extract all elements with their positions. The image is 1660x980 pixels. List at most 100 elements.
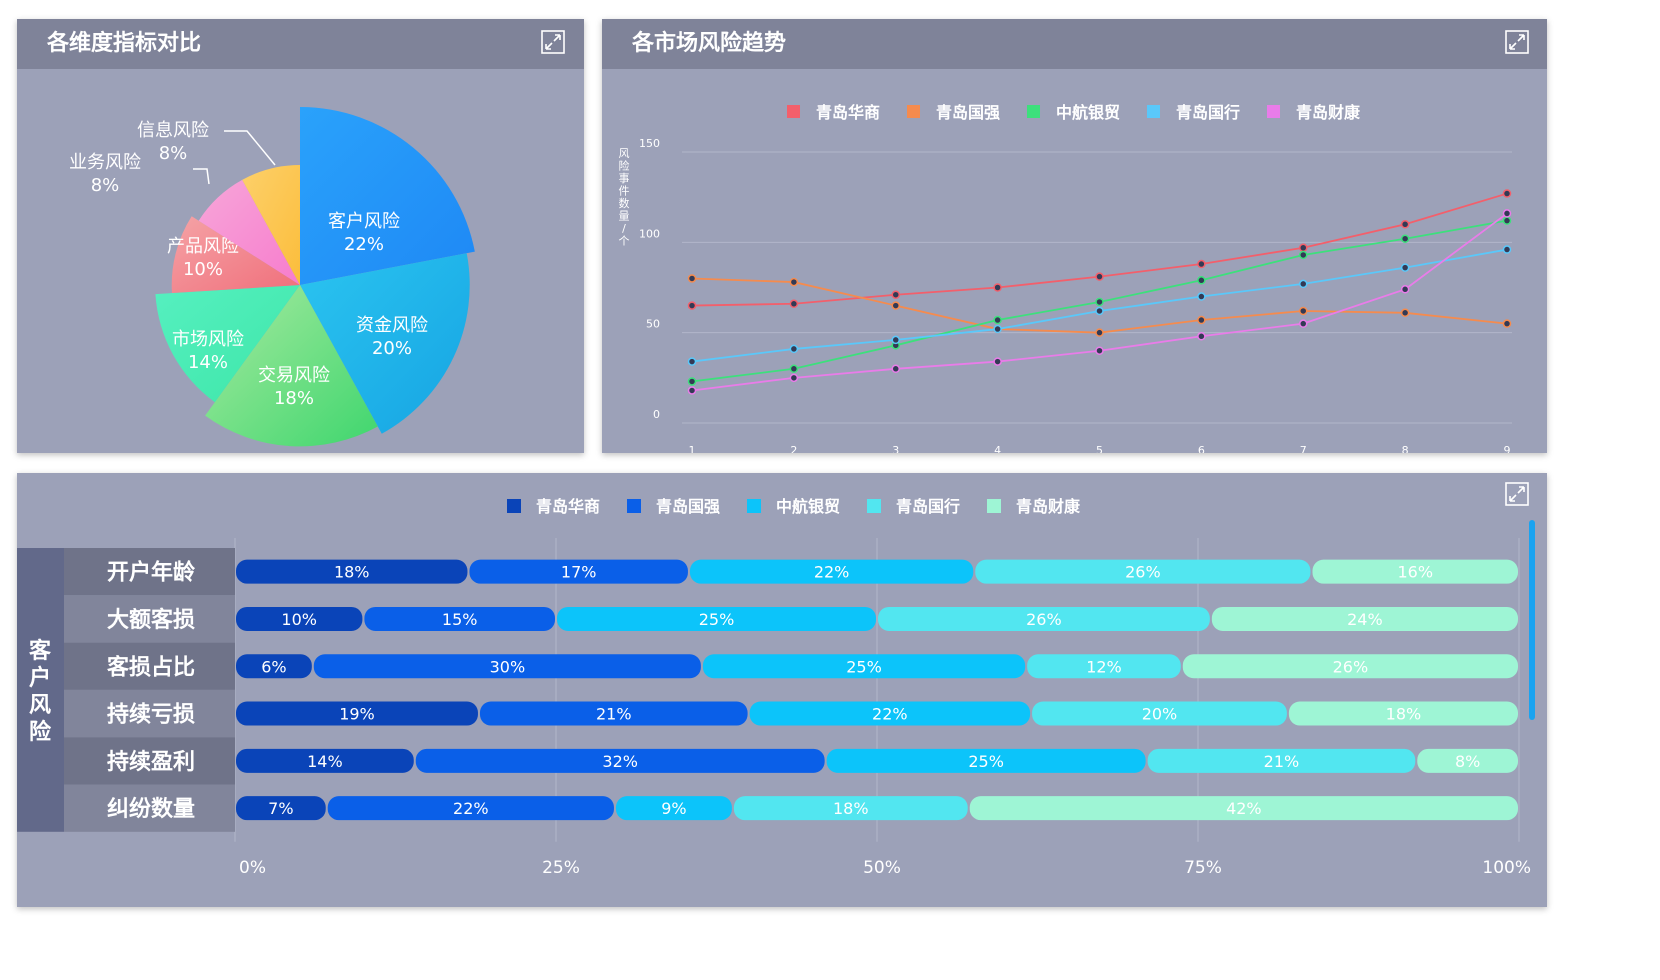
data-point (687, 301, 697, 310)
leader-line (224, 130, 276, 166)
pie-slice-label: 产品风险 (167, 236, 239, 257)
bar-value-label: 26% (1333, 657, 1369, 676)
group-label-char: 风 (29, 693, 51, 718)
data-point (687, 386, 697, 395)
y-axis-label-char: 风 (619, 147, 630, 160)
row-label: 大额客损 (107, 607, 195, 633)
data-point (1502, 189, 1512, 198)
pie-slice-label: 资金风险 (356, 315, 428, 336)
data-point (789, 373, 799, 383)
y-axis-label-char: 个 (619, 235, 630, 248)
data-point (687, 377, 697, 386)
data-point (891, 335, 900, 345)
bar-panel: 青岛华商 青岛国强 中航银贸 青岛国行 青岛财康客户风险 开户年龄 18% 17% 22% 26%… (17, 473, 1547, 907)
data-point (687, 357, 697, 366)
row-label-cell (64, 737, 235, 785)
line-panel: 各市场风险趋势 青岛华商 青岛国强 中航银贸 青岛国行 青岛财康 0 50 100 150 风险事… (602, 19, 1547, 453)
bar-segment (1288, 701, 1518, 726)
pie-slice-label: 信息风险 (137, 120, 209, 141)
x-tick-label: 100% (1482, 858, 1531, 878)
x-tick-label: 50% (863, 858, 901, 878)
data-point (1502, 209, 1512, 218)
x-tick-label: 5 (1096, 444, 1103, 453)
y-axis-label-char: 数 (619, 197, 630, 210)
pie-slice (300, 253, 470, 434)
legend-label: 青岛财康 (1296, 103, 1361, 122)
bar-segment (615, 796, 732, 821)
pie-slice-label: 交易风险 (258, 365, 330, 386)
bar-value-label: 25% (968, 752, 1004, 771)
bar-segment (236, 559, 468, 584)
pie-slice-value: 8% (159, 143, 188, 164)
x-tick-label: 75% (1184, 858, 1222, 878)
data-point (891, 290, 900, 299)
bar-value-label: 8% (1455, 752, 1480, 771)
expand-icon[interactable] (1505, 30, 1529, 54)
data-point (1502, 216, 1512, 225)
bar-segment (313, 654, 701, 679)
scrollbar-thumb[interactable] (1529, 520, 1535, 720)
data-point (1299, 319, 1308, 328)
bar-segment (1312, 559, 1518, 584)
data-point (891, 301, 900, 310)
x-tick-label: 0% (239, 858, 266, 878)
group-label-char: 客 (29, 638, 52, 664)
data-point (1197, 315, 1206, 325)
bar-segment (236, 606, 363, 631)
data-point (1502, 319, 1512, 328)
y-axis-label-char: 量 (619, 210, 630, 223)
bar-segment (1182, 654, 1518, 679)
row-label: 持续盈利 (107, 749, 195, 775)
bar-value-label: 18% (833, 799, 869, 818)
bar-value-label: 16% (1397, 563, 1433, 582)
data-point (1197, 259, 1206, 269)
pie-slice-value: 22% (344, 234, 384, 255)
pie-slice-label: 客户风险 (328, 211, 400, 232)
y-tick-label: 100 (639, 227, 660, 240)
bar-segment (733, 796, 968, 821)
data-point (1299, 243, 1308, 253)
pie-slice (205, 285, 378, 447)
y-axis-label-char: / (622, 222, 626, 235)
bar-segment (236, 748, 414, 773)
bar-value-label: 32% (602, 752, 638, 771)
bar-segment (826, 748, 1146, 773)
bar-segment (878, 606, 1210, 631)
data-point (993, 315, 1002, 325)
bar-segment (469, 559, 688, 584)
leader-line (193, 168, 210, 185)
bar-segment (327, 796, 614, 821)
bar-value-label: 19% (339, 705, 375, 724)
bar-value-label: 25% (699, 610, 735, 629)
row-label: 持续亏损 (107, 702, 195, 728)
data-point (1400, 308, 1410, 318)
data-point (1095, 306, 1104, 316)
pie-slice (155, 285, 300, 403)
data-point (1299, 250, 1308, 260)
group-label-char: 户 (29, 665, 51, 691)
bar-value-label: 24% (1347, 610, 1383, 629)
group-label-char: 险 (29, 719, 52, 745)
bar-segment (1027, 654, 1181, 679)
data-point (1095, 346, 1104, 355)
y-tick-label: 0 (653, 408, 660, 421)
row-label: 纠纷数量 (107, 796, 195, 822)
legend-swatch (747, 499, 761, 513)
legend-swatch (987, 499, 1001, 513)
bar-segment (1211, 606, 1518, 631)
y-axis-label-char: 事 (619, 172, 630, 185)
series-line (691, 192, 1508, 307)
bar-segment (236, 701, 478, 726)
expand-icon[interactable] (541, 30, 565, 54)
y-axis-label-char: 险 (619, 159, 630, 173)
group-label-cell (17, 548, 64, 832)
pie-slice-value: 14% (188, 352, 228, 373)
data-point (1197, 276, 1206, 285)
expand-icon[interactable] (1505, 482, 1529, 506)
bar-value-label: 22% (872, 705, 908, 724)
row-label-cell (64, 642, 235, 690)
legend-swatch (907, 105, 920, 118)
bar-value-label: 20% (1142, 705, 1178, 724)
pie-slice (198, 179, 300, 285)
